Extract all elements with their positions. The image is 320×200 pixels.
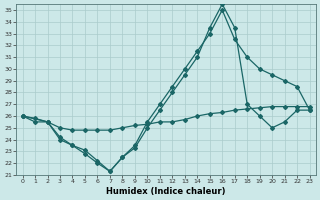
X-axis label: Humidex (Indice chaleur): Humidex (Indice chaleur) [106, 187, 226, 196]
